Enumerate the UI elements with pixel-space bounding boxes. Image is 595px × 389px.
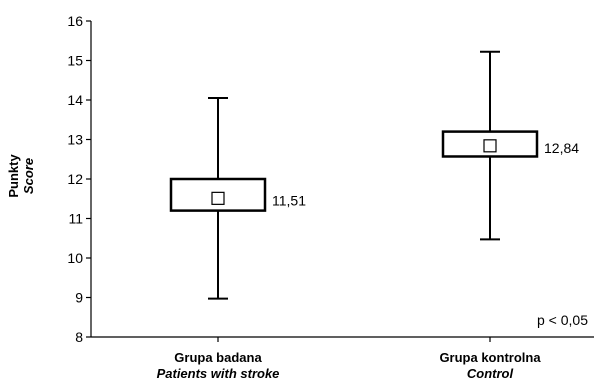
x-category-sublabel: Patients with stroke — [157, 366, 280, 381]
mean-marker — [211, 191, 225, 205]
p-value-annotation: p < 0,05 — [537, 312, 588, 328]
y-tick-label: 12 — [67, 171, 83, 187]
y-tick-label: 9 — [75, 290, 83, 306]
mean-value-label: 12,84 — [544, 140, 579, 156]
x-category-label: Grupa badana — [174, 350, 262, 365]
y-axis-sublabel: Score — [21, 158, 36, 194]
y-tick-label: 15 — [67, 53, 83, 69]
mean-value-label: 11,51 — [272, 192, 306, 208]
y-tick-label: 16 — [67, 13, 83, 29]
x-category-label: Grupa kontrolna — [439, 350, 541, 365]
y-tick-label: 10 — [67, 250, 83, 266]
y-tick-label: 14 — [67, 92, 83, 108]
box-group: 12,84 — [441, 50, 579, 241]
x-category-sublabel: Control — [467, 366, 514, 381]
y-tick-label: 13 — [67, 132, 83, 148]
y-axis-title: Punkty Score — [6, 154, 36, 198]
mean-marker — [483, 139, 497, 153]
y-tick-label: 11 — [68, 211, 83, 227]
y-axis-label: Punkty — [6, 154, 21, 198]
chart-marks: 11,51 12,84 — [169, 50, 579, 300]
y-axis: 8 9 10 11 12 13 14 15 16 — [67, 13, 92, 345]
y-tick-label: 8 — [75, 329, 83, 345]
box-group: 11,51 — [169, 97, 306, 300]
